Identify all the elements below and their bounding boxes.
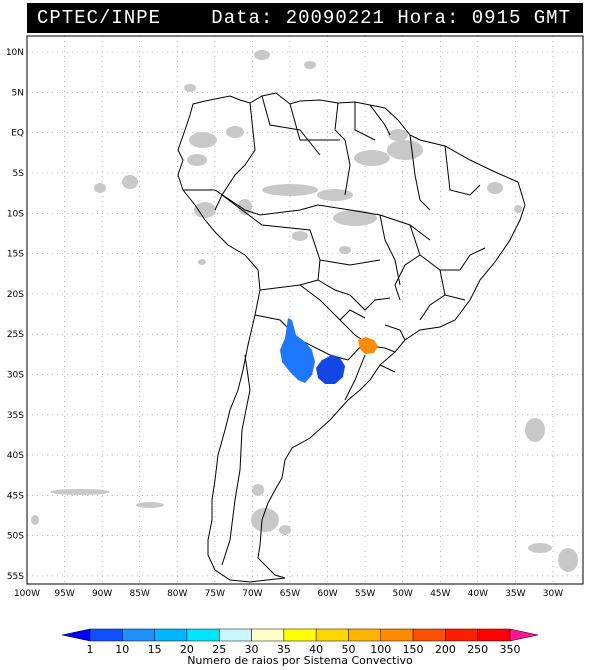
legend-swatch — [89, 628, 123, 642]
legend-swatch — [154, 628, 188, 642]
lat-tick-label: 10S — [7, 209, 24, 219]
lon-tick-label: 30W — [543, 589, 563, 599]
lat-tick-label: 15S — [7, 250, 24, 260]
lon-tick-label: 65W — [280, 589, 300, 599]
legend-level-label: 30 — [245, 643, 259, 656]
country-borders — [183, 95, 486, 566]
map-header: CPTEC/INPE Data: 20090221 Hora: 0915 GMT — [27, 3, 583, 33]
legend-level-label: 350 — [500, 643, 521, 656]
legend-swatch — [186, 628, 220, 642]
time-label: Hora: — [397, 7, 460, 29]
lat-tick-label: 10N — [6, 48, 24, 58]
legend-caption: Numero de raios por Sistema Convectivo — [187, 654, 413, 667]
legend-swatch — [412, 628, 446, 642]
lat-tick-label: 55S — [7, 572, 24, 582]
convective-system-dark-blue — [316, 355, 345, 384]
legend-level-label: 100 — [370, 643, 391, 656]
lon-tick-label: 80W — [167, 589, 187, 599]
legend-level-label: 200 — [435, 643, 456, 656]
lightning-legend: 1 10 15 20 25 30 35 40 50 100 150 200 250 350 — [61, 628, 539, 656]
legend-level-label: 15 — [148, 643, 162, 656]
lon-tick-label: 35W — [505, 589, 525, 599]
lon-tick-label: 100W — [14, 589, 40, 599]
legend-level-label: 150 — [403, 643, 424, 656]
lat-tick-label: 20S — [7, 290, 24, 300]
lon-tick-label: 50W — [392, 589, 412, 599]
convective-system-orange — [358, 337, 378, 354]
legend-level-label: 10 — [115, 643, 129, 656]
legend-swatch — [122, 628, 155, 642]
lat-tick-label: 40S — [7, 451, 24, 461]
lon-tick-label: 75W — [205, 589, 225, 599]
lon-tick-label: 40W — [468, 589, 488, 599]
legend-swatch — [477, 628, 511, 642]
header-datetime: Data: 20090221 Hora: 0915 GMT — [211, 7, 571, 29]
lon-tick-label: 55W — [355, 589, 375, 599]
lon-tick-label: 45W — [430, 589, 450, 599]
time-value: 0915 — [471, 7, 522, 29]
legend-arrow-left — [61, 628, 91, 642]
axis-tick-labels: 10N 5N EQ 5S 10S 15S 20S 25S 30S 35S 40S 45S 50S 55S 1… — [6, 48, 563, 599]
coastline — [177, 92, 526, 583]
legend-swatch — [380, 628, 414, 642]
lat-tick-label: EQ — [11, 129, 24, 139]
lat-tick-label: 35S — [7, 411, 24, 421]
legend-level-label: 1 — [87, 643, 94, 656]
cloud-cover — [31, 50, 578, 572]
lon-tick-label: 70W — [242, 589, 262, 599]
legend-swatch — [218, 628, 252, 642]
legend-level-label: 20 — [180, 643, 194, 656]
timezone: GMT — [533, 7, 571, 29]
legend-arrow-right — [509, 628, 539, 642]
date-value: 20090221 — [285, 7, 385, 29]
lat-tick-label: 50S — [7, 532, 24, 542]
legend-swatch — [251, 628, 285, 642]
lon-tick-label: 90W — [92, 589, 112, 599]
lon-tick-label: 85W — [130, 589, 150, 599]
header-org: CPTEC/INPE — [37, 7, 162, 29]
graticule — [26, 36, 583, 584]
legend-level-label: 25 — [212, 643, 226, 656]
legend-level-label: 40 — [309, 643, 323, 656]
legend-swatch — [445, 628, 478, 642]
convective-system-blue — [280, 318, 315, 383]
lat-tick-label: 45S — [7, 491, 24, 501]
legend-swatch — [348, 628, 382, 642]
lat-tick-label: 5S — [13, 169, 25, 179]
legend-level-label: 35 — [277, 643, 291, 656]
legend-level-label: 50 — [341, 643, 355, 656]
legend-swatch — [315, 628, 349, 642]
date-label: Data: — [211, 7, 274, 29]
legend-swatch — [283, 628, 317, 642]
legend-level-label: 250 — [467, 643, 488, 656]
lat-tick-label: 25S — [7, 330, 24, 340]
lon-tick-label: 60W — [317, 589, 337, 599]
lat-tick-label: 5N — [12, 88, 24, 98]
lat-tick-label: 30S — [7, 370, 24, 380]
lon-tick-label: 95W — [54, 589, 74, 599]
